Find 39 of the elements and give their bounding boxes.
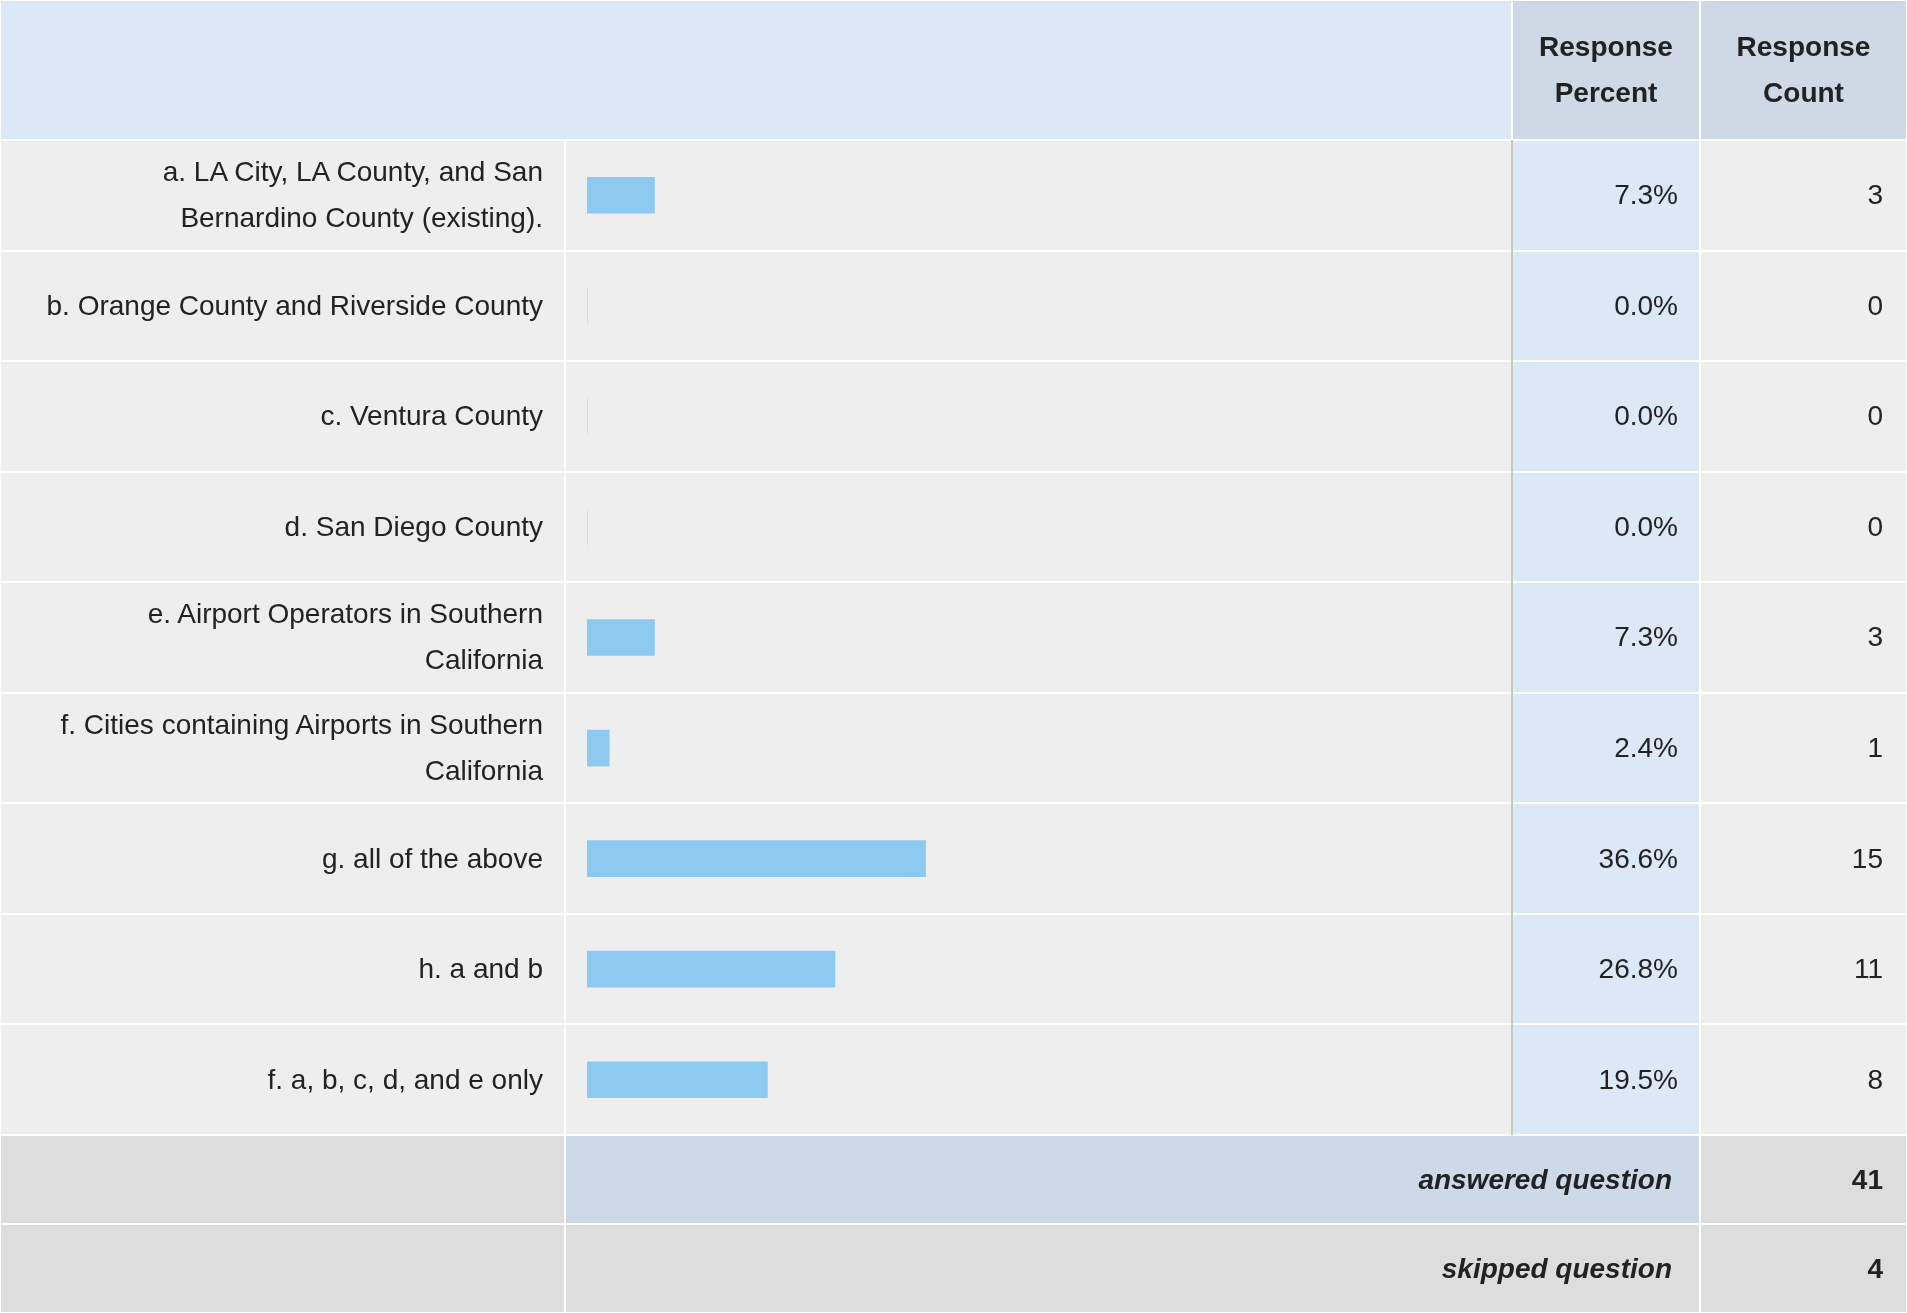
text: 8 <box>1867 1062 1883 1097</box>
y-tick-label: h. a and b <box>418 952 543 987</box>
y-tick-label: e. Airport Operators in Southern California <box>146 597 543 678</box>
text: 4 <box>1867 1251 1883 1286</box>
data-label: 0.0% <box>1614 288 1678 323</box>
bar <box>587 950 836 988</box>
text: answered question <box>1418 1162 1672 1197</box>
data-label: 2.4% <box>1614 731 1678 766</box>
text: 1 <box>1867 731 1883 766</box>
data-label: 0.0% <box>1614 509 1678 544</box>
text: 0 <box>1867 509 1883 544</box>
data-label: 19.5% <box>1598 1062 1678 1097</box>
text: 0 <box>1867 399 1883 434</box>
text: Response Count <box>1735 30 1872 110</box>
data-label: 7.3% <box>1614 620 1678 655</box>
y-tick-label: d. San Diego County <box>284 509 543 544</box>
text: skipped question <box>1441 1251 1672 1286</box>
bar <box>587 176 655 214</box>
data-label: 36.6% <box>1598 841 1678 876</box>
text: 15 <box>1851 841 1883 876</box>
data-label: 26.8% <box>1598 952 1678 987</box>
text: 0 <box>1867 288 1883 323</box>
y-tick-label: b. Orange County and Riverside County <box>46 288 543 323</box>
y-tick-label: g. all of the above <box>321 841 543 876</box>
y-tick-label: f. a, b, c, d, and e only <box>267 1062 543 1097</box>
y-tick-label: c. Ventura County <box>320 399 543 434</box>
bar <box>587 729 610 767</box>
data-label: 7.3% <box>1614 178 1678 213</box>
data-label: 0.0% <box>1614 399 1678 434</box>
y-tick-label: f. Cities containing Airports in Southern California <box>59 708 543 789</box>
text: Response Percent <box>1538 30 1674 110</box>
bar <box>587 619 655 656</box>
y-tick-label: a. LA City, LA County, and San Bernardino County (existing). <box>161 155 543 236</box>
text: 3 <box>1867 620 1883 655</box>
bar <box>587 1061 768 1099</box>
text: 3 <box>1867 178 1883 213</box>
text: 11 <box>1853 952 1883 987</box>
text: 41 <box>1851 1162 1883 1197</box>
bar <box>587 840 926 877</box>
